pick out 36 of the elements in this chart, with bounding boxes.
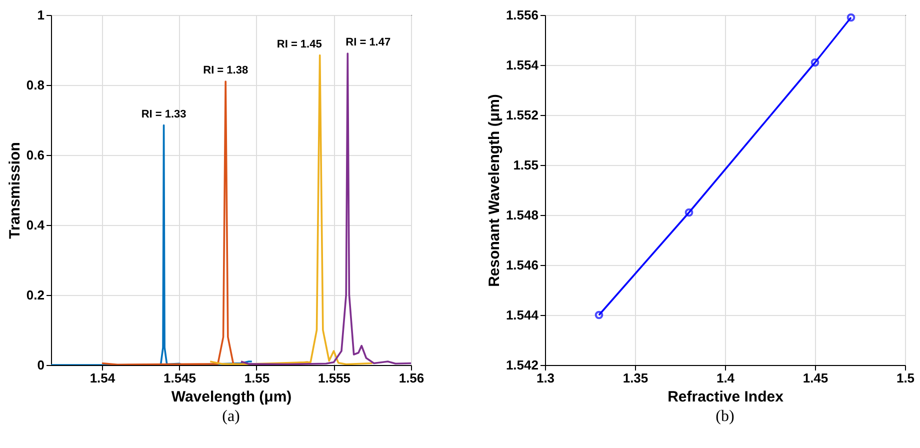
x-tick-label: 1.55 [244,370,270,386]
y-tick-label: 0.6 [26,148,44,162]
annotation: RI = 1.38 [203,64,248,76]
annotation: RI = 1.33 [141,108,186,120]
y-tick-label: 1.55 [513,158,538,172]
y-tick-label: 0.4 [26,218,46,232]
x-tick-label: 1.5 [896,370,915,386]
y-tick-label: 1.548 [506,208,538,222]
text: (b) [716,408,734,425]
x-tick-label: 1.4 [716,370,736,386]
point [810,58,820,67]
annotation: RI = 1.45 [276,38,322,50]
x-axis-title: Wavelength (μm) [171,388,292,406]
y-tick-label: 0.8 [26,78,44,92]
x-tick-label: 1.45 [802,370,828,386]
x-axis-title: Refractive Index [668,388,784,406]
y-tick-label: 0 [37,358,44,372]
x-tick-label: 1.3 [536,370,555,386]
x-tick-label: 1.54 [90,370,116,386]
y-tick-label: 1.542 [506,358,538,372]
y-tick-label: 1.544 [506,308,540,322]
y-axis-title: Transmission [6,142,24,239]
y-tick-label: 1 [37,8,44,22]
y-tick-label: 1.554 [506,58,540,72]
x-tick-label: 1.35 [622,370,648,386]
y-tick-label: 1.546 [506,258,538,272]
point [684,208,694,217]
x-tick-label: 1.555 [318,370,351,386]
y-tick-label: 0.2 [26,288,44,302]
y-axis-title: Resonant Wavelength (μm) [486,94,503,287]
x-tick-label: 1.545 [163,370,196,386]
annotation: RI = 1.47 [346,36,391,48]
y-tick-label: 1.552 [506,108,538,122]
x-tick-label: 1.56 [398,370,424,386]
text: (a) [222,408,240,425]
y-tick-label: 1.556 [506,8,538,22]
